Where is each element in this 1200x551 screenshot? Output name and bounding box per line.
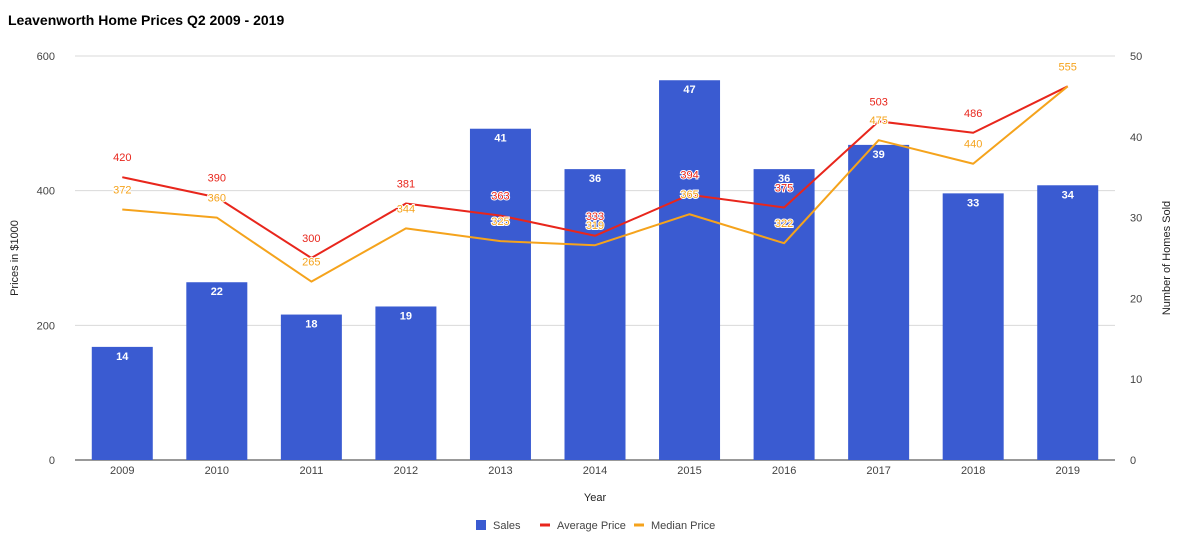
bar (942, 193, 1004, 461)
line-data-label: 440 (964, 139, 982, 151)
line-data-label: 381 (397, 178, 415, 190)
line-data-label: 300 (302, 233, 320, 245)
line-data-label: 333 (586, 211, 604, 223)
legend-label: Median Price (651, 520, 715, 532)
chart-title: Leavenworth Home Prices Q2 2009 - 2019 (8, 12, 285, 28)
y-tick-label: 0 (49, 455, 55, 467)
series-line (122, 85, 1069, 283)
bar (1037, 185, 1099, 460)
bar-data-label: 41 (494, 133, 506, 145)
line-data-label: 372 (113, 185, 131, 197)
legend-label: Average Price (557, 520, 626, 532)
line-data-label: 475 (869, 115, 887, 127)
bar-data-label: 47 (683, 84, 695, 96)
line-data-label: 344 (397, 203, 415, 215)
series-line (122, 85, 1069, 259)
y-tick-label: 600 (37, 51, 55, 63)
x-tick-label: 2010 (205, 465, 229, 477)
bar (186, 282, 248, 460)
line-data-label: 420 (113, 152, 131, 164)
line-data-label: 394 (680, 170, 698, 182)
x-tick-label: 2011 (300, 465, 324, 477)
bar-data-label: 14 (116, 351, 129, 363)
bar (375, 306, 437, 460)
legend-label: Sales (493, 520, 521, 532)
bar-data-label: 39 (873, 149, 885, 161)
line-data-label: 325 (491, 216, 509, 228)
x-tick-label: 2012 (394, 465, 418, 477)
x-tick-label: 2017 (866, 465, 890, 477)
x-axis-title: Year (584, 492, 607, 504)
x-tick-label: 2009 (110, 465, 134, 477)
bar (659, 80, 721, 461)
y2-axis-title: Number of Homes Sold (1161, 201, 1173, 315)
bar-data-label: 33 (967, 197, 979, 209)
y2-tick-label: 40 (1130, 132, 1142, 144)
bar-data-label: 34 (1062, 189, 1075, 201)
bar-data-label: 36 (589, 173, 601, 185)
x-tick-label: 2015 (677, 465, 701, 477)
line-data-label: 555 (1059, 61, 1077, 73)
bar-data-label: 19 (400, 310, 412, 322)
y2-tick-label: 10 (1130, 374, 1142, 386)
y2-tick-label: 20 (1130, 293, 1142, 305)
x-tick-label: 2019 (1055, 465, 1079, 477)
x-tick-label: 2014 (583, 465, 607, 477)
y2-tick-label: 0 (1130, 455, 1136, 467)
line-data-label: 375 (775, 183, 793, 195)
line-data-label: 363 (491, 191, 509, 203)
x-tick-label: 2016 (772, 465, 796, 477)
bar-data-label: 18 (305, 319, 317, 331)
x-tick-label: 2018 (961, 465, 985, 477)
bar-data-label: 22 (211, 286, 223, 298)
legend-swatch (476, 520, 486, 530)
line-data-label: 365 (680, 189, 698, 201)
bar (280, 314, 342, 460)
y2-tick-label: 50 (1130, 51, 1142, 63)
line-data-label: 265 (302, 257, 320, 269)
bar (848, 144, 910, 460)
bar (564, 169, 626, 460)
y-tick-label: 400 (37, 186, 55, 198)
bar (753, 169, 815, 460)
y2-tick-label: 30 (1130, 213, 1142, 225)
line-data-label: 360 (208, 193, 226, 205)
y-tick-label: 200 (37, 320, 55, 332)
line-data-label: 503 (869, 96, 887, 108)
bar (469, 128, 531, 460)
line-data-label: 322 (775, 218, 793, 230)
line-data-label: 555 (1059, 61, 1077, 73)
line-data-label: 319 (586, 220, 604, 232)
bar-data-label: 36 (778, 173, 790, 185)
line-data-label: 390 (208, 172, 226, 184)
y-axis-title: Prices in $1000 (9, 220, 21, 296)
x-tick-label: 2013 (488, 465, 512, 477)
bar (91, 346, 153, 460)
line-data-label: 486 (964, 108, 982, 120)
